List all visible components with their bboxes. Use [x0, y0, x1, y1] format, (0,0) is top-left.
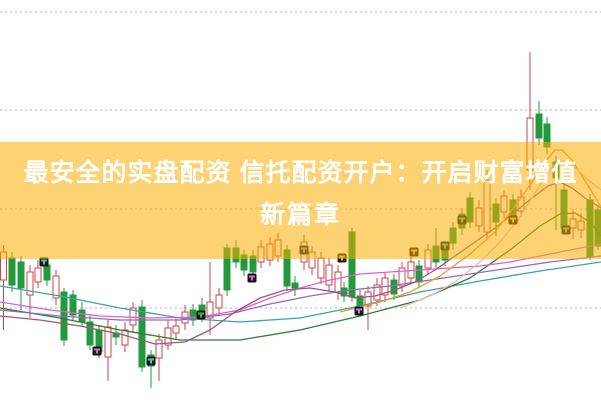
- headline-banner: 最安全的实盘配资 信托配资开户：开启财富增值 新篇章: [0, 142, 601, 259]
- headline-line-1: 最安全的实盘配资 信托配资开户：开启财富增值: [23, 159, 578, 187]
- headline-line-2: 新篇章: [259, 201, 341, 229]
- ma-magenta: [0, 243, 601, 319]
- ma-violet: [0, 255, 601, 321]
- ma-teal: [0, 261, 601, 323]
